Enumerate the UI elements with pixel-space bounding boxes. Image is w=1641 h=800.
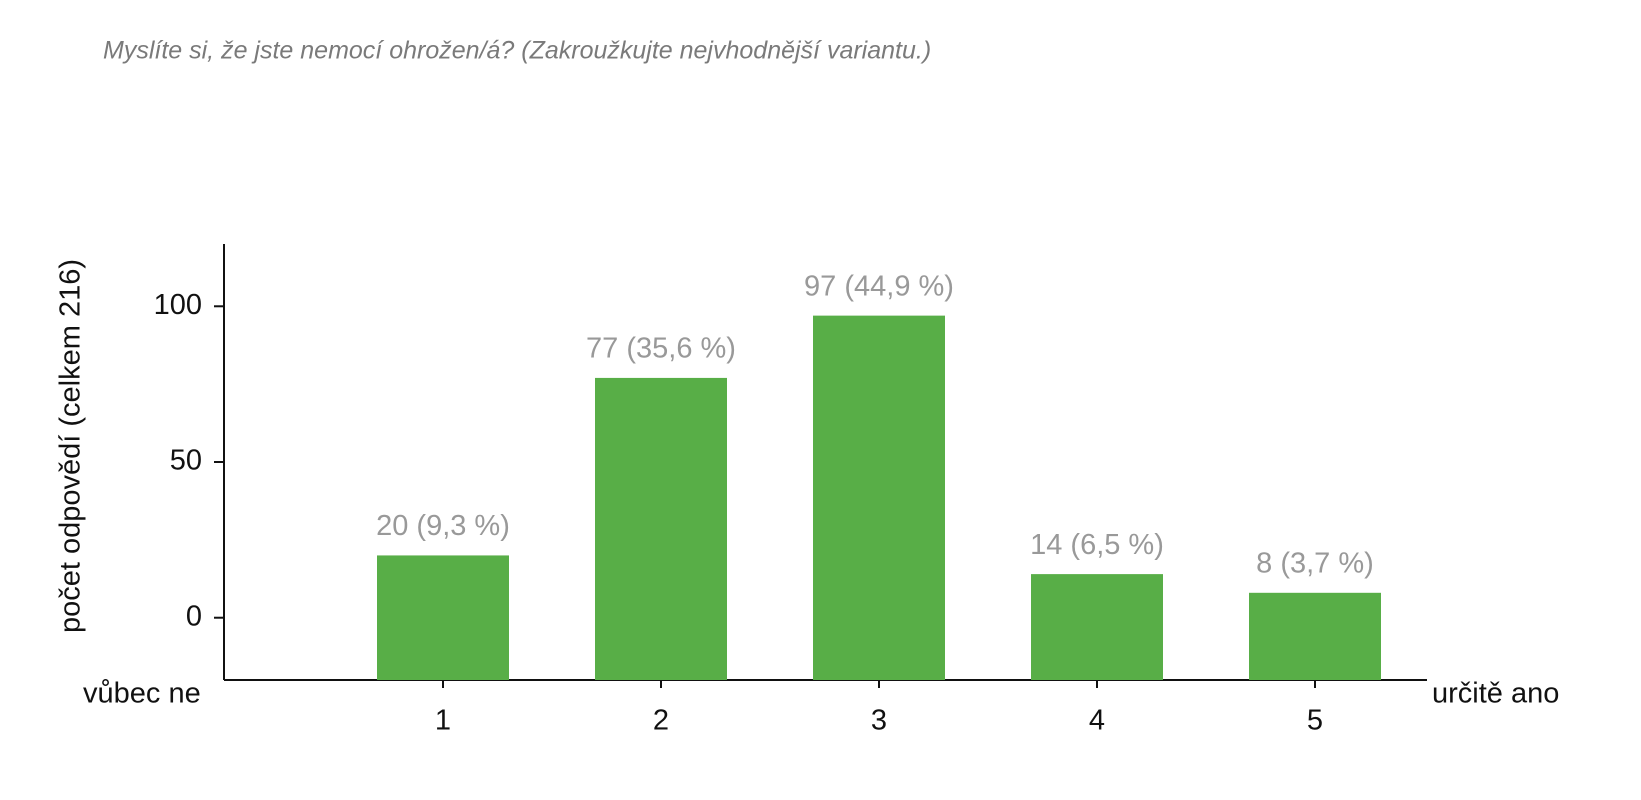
value-label: 97 (44,9 %) [804,270,954,302]
chart-title: Myslíte si, že jste nemocí ohrožen/á? (Z… [103,37,931,65]
value-label: 77 (35,6 %) [586,333,736,365]
bar [1249,592,1381,680]
y-tick-label: 50 [170,445,202,477]
y-tick-label: 0 [186,600,202,632]
x-tick-label: 1 [435,705,451,737]
x-tick-label: 4 [1089,705,1105,737]
x-tick-label: 3 [871,705,887,737]
x-tick-label: 2 [653,705,669,737]
bar [813,315,945,680]
value-label: 14 (6,5 %) [1030,529,1164,561]
bar [595,377,727,680]
y-axis-label: počet odpovědí (celkem 216) [55,259,87,633]
bar [1031,574,1163,680]
x-min-label: vůbec ne [83,678,201,710]
value-label: 20 (9,3 %) [376,510,510,542]
x-tick-label: 5 [1307,705,1323,737]
y-tick-label: 100 [154,289,202,321]
bar [377,555,509,680]
value-label: 8 (3,7 %) [1256,547,1374,579]
x-max-label: určitě ano [1432,678,1559,710]
